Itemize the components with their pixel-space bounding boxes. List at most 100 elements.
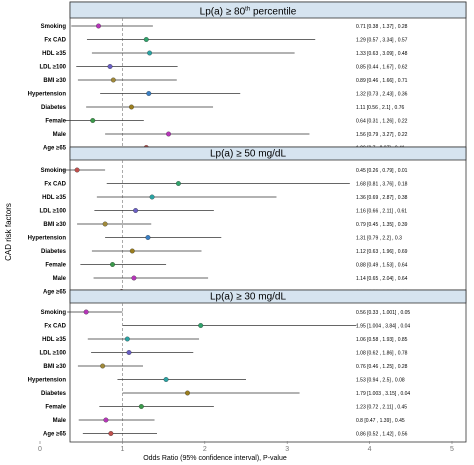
row-value-text: 0.85 [0.44 , 1.67] , 0.62 — [356, 65, 408, 71]
row-2-8: Female 0.88 [0.49 , 1.53] , 0.64 — [45, 262, 408, 269]
panel-title-main: Lp(a) ≥ 80 — [200, 7, 246, 18]
row-value-text: 0.45 [0.26 , 0.79] , 0.01 — [356, 168, 408, 174]
panel-strip — [69, 1, 467, 19]
row-3-5: BMI ≥30 0.76 [0.46 , 1.25] , 0.28 — [43, 363, 408, 370]
row-3-2: Fx CAD 1.95 [1.004 , 3.84] , 0.04 — [44, 323, 410, 330]
point-estimate — [185, 390, 190, 396]
row-label: Hypertension — [28, 378, 67, 384]
row-value-text: 0.56 [0.33 , 1.001] , 0.05 — [356, 310, 410, 316]
row-value-text: 1.56 [0.79 , 3.27] , 0.22 — [356, 132, 408, 138]
row-label: Age ≥65 — [43, 146, 67, 152]
x-tick-label: 5 — [450, 446, 454, 453]
row-value-text: 1.11 [0.56 , 2.1] , 0.76 — [356, 105, 404, 111]
point-estimate — [146, 91, 152, 96]
point-estimate — [163, 377, 169, 382]
panel-frame — [69, 1, 467, 157]
point-estimate — [124, 336, 130, 342]
row-value-text: 0.89 [0.46 , 1.66] , 0.71 — [356, 78, 408, 84]
y-axis-title: CAD risk factors — [4, 203, 13, 261]
row-value-text: 1.14 [0.65 , 2.04] , 0.64 — [356, 276, 408, 282]
row-2-4: LDL ≥100 1.16 [0.66 , 2.11] , 0.61 — [39, 208, 407, 215]
x-tick-label: 2 — [203, 446, 207, 453]
row-label: Age ≥65 — [43, 432, 67, 438]
row-label: Fx CAD — [44, 182, 66, 188]
row-label: HDL ≥35 — [42, 51, 67, 57]
row-label: Smoking — [41, 168, 67, 174]
point-estimate — [175, 181, 181, 186]
row-label: BMI ≥30 — [43, 364, 66, 370]
row-value-text: 1.23 [0.72 , 2.11] , 0.45 — [356, 405, 407, 411]
point-estimate — [147, 50, 153, 56]
row-3-8: Female 1.23 [0.72 , 2.11] , 0.45 — [45, 404, 407, 411]
panel-title-rest: percentile — [250, 7, 297, 18]
row-1-7: Diabetes 1.11 [0.56 , 2.1] , 0.76 — [41, 104, 404, 111]
row-label: Hypertension — [28, 236, 67, 242]
row-3-6: Hypertension 1.53 [0.94 , 2.5] , 0.08 — [28, 377, 405, 384]
row-value-text: 0.64 [0.31 , 1.26] , 0.22 — [356, 119, 408, 125]
row-2-1: Smoking 0.45 [0.26 , 0.79] , 0.01 — [41, 167, 408, 174]
panel-frame — [69, 146, 467, 301]
panel-title: Lp(a) ≥ 80th percentile — [200, 7, 297, 18]
row-label: Diabetes — [41, 105, 67, 111]
row-label: HDL ≥35 — [42, 195, 67, 201]
row-1-4: LDL ≥100 0.85 [0.44 , 1.67] , 0.62 — [39, 64, 408, 71]
point-estimate — [107, 64, 113, 69]
point-estimate — [166, 131, 171, 137]
point-estimate — [129, 104, 134, 110]
row-1-6: Hypertension 1.32 [0.73 , 2.43] , 0.36 — [28, 91, 408, 98]
point-estimate — [110, 77, 116, 83]
point-estimate — [198, 323, 204, 328]
panel-strip — [69, 289, 467, 304]
point-estimate — [131, 275, 137, 281]
panel-2: Lp(a) ≥ 50 mg/dL Smoking 0.45 [0.26 , 0.79… — [28, 146, 467, 301]
row-value-text: 1.08 [0.62 , 1.86] , 0.78 — [356, 351, 408, 357]
row-label: Smoking — [41, 310, 67, 316]
x-tick-label: 4 — [368, 446, 372, 453]
row-label: Male — [53, 132, 67, 138]
row-label: BMI ≥30 — [43, 222, 66, 228]
row-value-text: 0.8 [0.47 , 1.39] , 0.45 — [356, 418, 405, 424]
row-value-text: 1.53 [0.94 , 2.5] , 0.08 — [356, 378, 405, 384]
point-estimate — [96, 23, 101, 29]
panel-3: Lp(a) ≥ 30 mg/dL Smoking 0.56 [0.33 , 1.00… — [28, 289, 467, 443]
panel-title: Lp(a) ≥ 50 mg/dL — [210, 149, 287, 160]
x-axis: 0 1 2 3 4 5 — [38, 441, 454, 453]
row-value-text: 0.76 [0.46 , 1.25] , 0.28 — [356, 364, 408, 370]
x-axis-title: Odds Ratio (95% confidence interval), P-… — [143, 455, 287, 462]
row-3-9: Male 0.8 [0.47 , 1.39] , 0.45 — [53, 417, 405, 424]
panel-title: Lp(a) ≥ 30 mg/dL — [210, 292, 287, 303]
row-2-3: HDL ≥35 1.36 [0.69 , 2.87] , 0.38 — [42, 194, 408, 201]
row-value-text: 0.88 [0.49 , 1.53] , 0.64 — [356, 263, 408, 269]
row-label: Diabetes — [41, 391, 67, 397]
row-1-1: Smoking 0.71 [0.38 , 1.37] , 0.28 — [41, 23, 408, 30]
row-3-4: LDL ≥100 1.08 [0.62 , 1.86] , 0.78 — [39, 350, 408, 357]
panel-title-main: Lp(a) ≥ 50 mg/dL — [210, 149, 287, 160]
x-tick-label: 0 — [38, 446, 42, 453]
row-value-text: 0.79 [0.45 , 1.35] , 0.39 — [356, 222, 408, 228]
row-label: Fx CAD — [44, 324, 66, 330]
row-label: Age ≥65 — [43, 290, 67, 296]
row-3-7: Diabetes 1.79 [1.003 , 3.15] , 0.04 — [41, 390, 410, 397]
point-estimate — [133, 208, 139, 213]
row-label: LDL ≥100 — [39, 209, 66, 215]
point-estimate — [83, 309, 89, 315]
row-1-5: BMI ≥30 0.89 [0.46 , 1.66] , 0.71 — [43, 77, 408, 84]
point-estimate — [102, 221, 108, 227]
point-estimate — [126, 350, 132, 355]
point-estimate — [108, 431, 114, 436]
panel-title-main: Lp(a) ≥ 30 mg/dL — [210, 292, 287, 303]
x-tick-label: 1 — [120, 446, 124, 453]
row-2-9: Male 1.14 [0.65 , 2.04] , 0.64 — [53, 275, 408, 282]
point-estimate — [129, 248, 135, 254]
point-estimate — [110, 262, 115, 267]
point-estimate — [145, 235, 151, 240]
row-2-5: BMI ≥30 0.79 [0.45 , 1.35] , 0.39 — [43, 221, 408, 228]
row-3-3: HDL ≥35 1.06 [0.58 , 1.93] , 0.85 — [42, 336, 408, 343]
panel-title-sup: th — [245, 7, 250, 13]
row-1-2: Fx CAD 1.29 [0.57 , 3.34] , 0.57 — [44, 37, 408, 44]
row-value-text: 0.71 [0.38 , 1.37] , 0.28 — [356, 24, 408, 30]
row-value-text: 1.29 [0.57 , 3.34] , 0.57 — [356, 38, 408, 44]
row-1-8: Female 0.64 [0.31 , 1.26] , 0.22 — [45, 118, 408, 125]
row-1-3: HDL ≥35 1.33 [0.63 , 3.09] , 0.48 — [42, 50, 408, 57]
